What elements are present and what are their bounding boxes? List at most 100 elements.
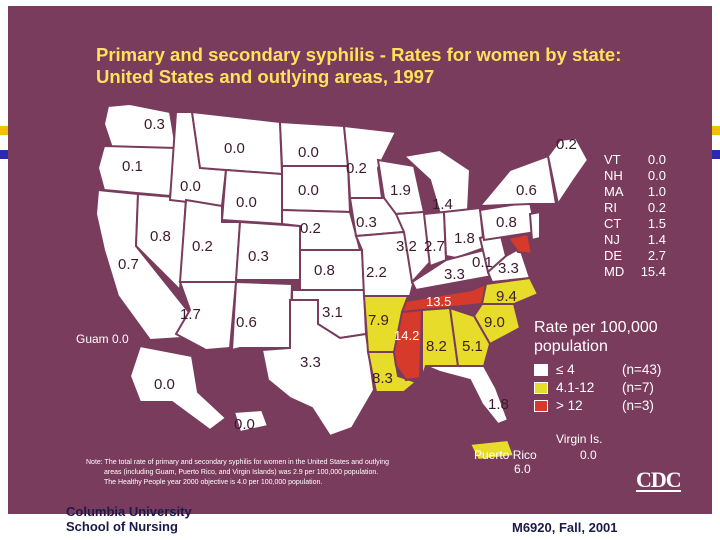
footnote: Note: The total rate of primary and seco… <box>86 458 466 488</box>
virgin-is-name: Virgin Is. <box>556 432 603 446</box>
rate-label-ga: 5.1 <box>462 338 483 355</box>
rate-label-wv: 0.1 <box>472 254 493 271</box>
rate-label-ia: 0.3 <box>356 214 377 231</box>
state-shape-tx <box>260 299 376 438</box>
state-abbr: MA <box>604 184 624 199</box>
cdc-logo: CDC <box>636 467 682 492</box>
rate-label-mi: 1.4 <box>432 196 453 213</box>
table-row: RI 0.2 <box>604 200 666 216</box>
state-abbr: VT <box>604 152 621 167</box>
legend-swatch-low <box>534 363 548 376</box>
state-shape-wa <box>102 102 178 149</box>
legend-swatch-mid <box>534 381 548 394</box>
state-shape-va <box>486 246 532 284</box>
footnote-line: areas (including Guam, Puerto Rico, and … <box>104 469 379 476</box>
rate-label-nm: 0.6 <box>236 314 257 331</box>
state-shape-pr <box>468 438 516 462</box>
table-row: DE 2.7 <box>604 248 666 264</box>
table-row: VT 0.0 <box>604 152 666 168</box>
state-rate: 0.0 <box>647 168 666 183</box>
state-abbr: CT <box>604 216 622 231</box>
state-abbr: MD <box>604 264 625 279</box>
rate-label-ar: 7.9 <box>368 312 389 329</box>
legend-swatch-high <box>534 399 548 412</box>
rate-label-il: 3.2 <box>396 238 417 255</box>
state-shape-nc <box>480 276 540 305</box>
legend-item-mid: 4.1-12 (n=7) <box>534 380 654 395</box>
rate-label-mt: 0.0 <box>224 140 245 157</box>
state-shape-fl <box>425 365 510 426</box>
state-shape-nm <box>230 280 294 352</box>
rate-label-sd: 0.0 <box>298 182 319 199</box>
state-shape-hi <box>232 408 270 434</box>
legend-range: ≤ 4 <box>556 362 575 377</box>
legend-title-line-2: population <box>534 338 608 355</box>
left-stripe-yellow <box>0 126 8 135</box>
state-shape-new-england <box>546 136 590 207</box>
footnote-line: Note: The total rate of primary and seco… <box>86 459 389 466</box>
rate-label-va: 3.3 <box>498 260 519 277</box>
state-rate: 2.7 <box>647 248 666 263</box>
title-line-2: United States and outlying areas, 1997 <box>96 66 435 87</box>
rate-label-wy: 0.0 <box>236 194 257 211</box>
rate-label-mn: 0.2 <box>346 160 367 177</box>
rate-label-ny: 0.6 <box>516 182 537 199</box>
state-shape-ga <box>448 306 492 367</box>
footer-line-1: Columbia University <box>66 504 192 519</box>
state-shape-ak <box>128 344 228 432</box>
rate-label-az: 1.7 <box>180 306 201 323</box>
rate-label-tx: 3.3 <box>300 354 321 371</box>
state-rate: 0.0 <box>647 152 666 167</box>
slide-title: Primary and secondary syphilis - Rates f… <box>96 44 621 88</box>
rate-label-ut: 0.2 <box>192 238 213 255</box>
rate-label-ak: 0.0 <box>154 376 175 393</box>
table-row: NH 0.0 <box>604 168 666 184</box>
small-state-rate-table: VT 0.0 NH 0.0 MA 1.0 RI 0.2 CT 1.5 NJ 1.4 DE 2.… <box>604 152 666 280</box>
rate-label-wi: 1.9 <box>390 182 411 199</box>
state-rate: 15.4 <box>640 264 666 279</box>
footnote-line: The Healthy People year 2000 objective i… <box>104 479 323 486</box>
puerto-rico-name: Puerto Rico <box>474 448 537 462</box>
footer-course: M6920, Fall, 2001 <box>512 520 618 535</box>
right-stripe-blue <box>712 150 720 159</box>
rate-label-co: 0.3 <box>248 248 269 265</box>
table-row: NJ 1.4 <box>604 232 666 248</box>
table-row: CT 1.5 <box>604 216 666 232</box>
right-stripe-yellow <box>712 126 720 135</box>
state-shape-sc <box>472 303 522 346</box>
rate-label-al: 8.2 <box>426 338 447 355</box>
state-rate: 1.4 <box>647 232 666 247</box>
rate-label-wa: 0.3 <box>144 116 165 133</box>
footer-line-2: School of Nursing <box>66 519 178 534</box>
rate-label-oh: 1.8 <box>454 230 475 247</box>
rate-label-me: 0.2 <box>556 136 577 153</box>
state-rate: 1.5 <box>647 216 666 231</box>
left-stripe-blue <box>0 150 8 159</box>
table-row: MD 15.4 <box>604 264 666 280</box>
rate-label-nd: 0.0 <box>298 144 319 161</box>
rate-label-ks: 0.8 <box>314 262 335 279</box>
guam-label: Guam 0.0 <box>76 332 129 346</box>
rate-label-la: 8.3 <box>372 370 393 387</box>
rate-label-pa: 0.8 <box>496 214 517 231</box>
rate-label-hi: 0.0 <box>234 416 255 433</box>
rate-label-ky: 3.3 <box>444 266 465 283</box>
state-abbr: DE <box>604 248 623 263</box>
legend-range: 4.1-12 <box>556 380 595 395</box>
rate-label-sc: 9.0 <box>484 314 505 331</box>
rate-label-ok: 3.1 <box>322 304 343 321</box>
legend-item-high: > 12 (n=3) <box>534 398 654 413</box>
legend-item-low: ≤ 4 (n=43) <box>534 362 661 377</box>
legend-count: (n=7) <box>622 380 654 395</box>
rate-label-mo: 2.2 <box>366 264 387 281</box>
title-line-1: Primary and secondary syphilis - Rates f… <box>96 44 622 65</box>
footer-institution: Columbia University School of Nursing <box>66 504 192 534</box>
virgin-is-rate: 0.0 <box>580 448 597 462</box>
rate-label-fl: 1.8 <box>488 396 509 413</box>
state-shape-il <box>394 210 432 285</box>
legend-title: Rate per 100,000 population <box>534 318 658 356</box>
state-abbr: NH <box>604 168 623 183</box>
table-row: MA 1.0 <box>604 184 666 200</box>
rate-label-nc: 9.4 <box>496 288 517 305</box>
